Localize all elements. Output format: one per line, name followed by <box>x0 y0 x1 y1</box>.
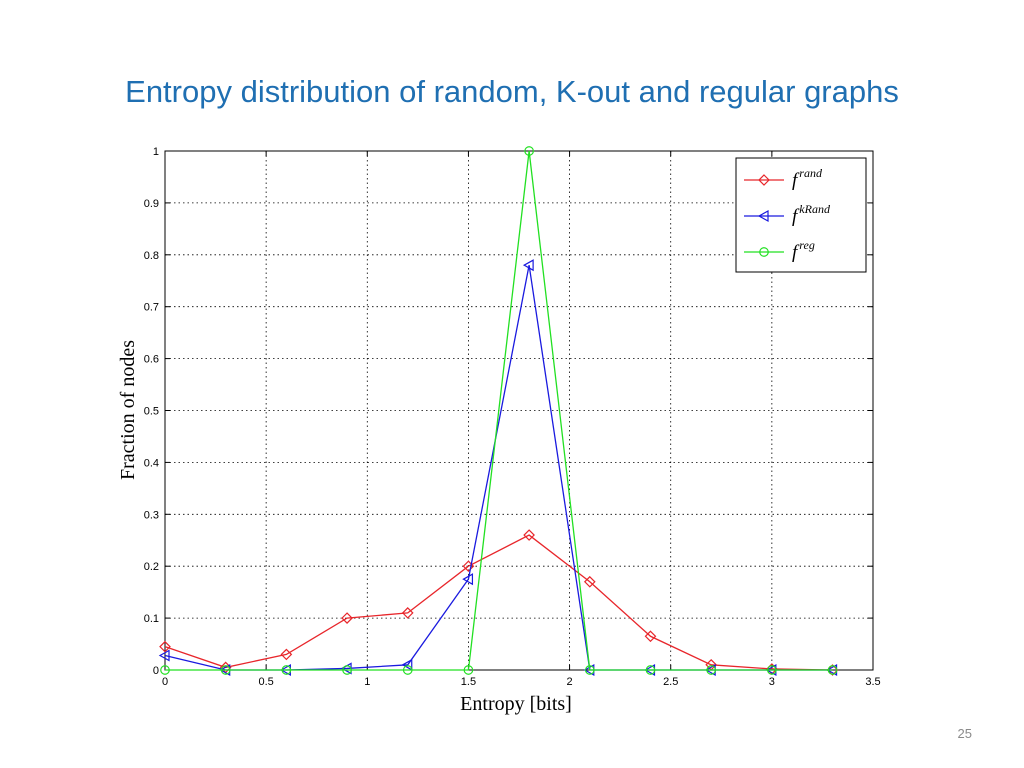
y-axis-label: Fraction of nodes <box>117 340 139 480</box>
triangle-marker <box>462 573 474 586</box>
legend-label: f reg <box>792 238 815 263</box>
legend-item-reg: f reg <box>744 238 815 263</box>
slide-title: Entropy distribution of random, K-out an… <box>125 74 899 109</box>
circle-marker <box>281 665 292 675</box>
circle-marker <box>160 665 170 675</box>
grid-lines <box>165 151 873 670</box>
circle-marker <box>402 665 413 675</box>
y-tick-label: 0.6 <box>144 354 159 366</box>
diamond-marker <box>401 607 414 619</box>
y-tick-label: 0.1 <box>144 613 159 625</box>
y-tick-label: 1 <box>153 146 159 158</box>
x-tick-label: 1 <box>364 676 370 688</box>
legend-label: f kRand <box>792 202 831 227</box>
y-tick-label: 0.5 <box>144 406 159 418</box>
circle-marker <box>220 665 231 675</box>
legend: f rand f kRand f reg <box>735 157 867 273</box>
triangle-marker <box>158 649 170 662</box>
x-tick-label: 3.5 <box>865 676 880 688</box>
circle-marker <box>463 665 474 675</box>
y-tick-label: 0.8 <box>144 250 159 262</box>
legend-item-kRand: f kRand <box>744 202 831 227</box>
legend-box <box>735 157 867 273</box>
x-tick-label: 0 <box>162 676 168 688</box>
diamond-marker <box>341 612 353 624</box>
series-group <box>158 146 839 677</box>
x-tick-label: 3 <box>769 676 775 688</box>
triangle-marker <box>757 209 769 223</box>
y-tick-label: 0.7 <box>144 302 159 314</box>
diamond-marker <box>523 529 535 541</box>
series-line <box>164 534 833 671</box>
diamond-marker <box>280 648 293 661</box>
circle-marker <box>827 665 838 675</box>
series-line <box>165 150 833 671</box>
circle-marker <box>767 665 777 675</box>
x-tick-label: 2 <box>567 676 573 688</box>
y-tick-label: 0.3 <box>144 509 159 521</box>
circle-marker <box>342 665 352 675</box>
series-reg <box>160 146 838 675</box>
y-tick-label: 0 <box>153 665 159 677</box>
diamond-marker <box>826 664 839 676</box>
legend-label: f rand <box>792 166 823 191</box>
triangle-marker <box>522 259 534 272</box>
circle-marker <box>645 665 656 675</box>
slide-number: 25 <box>957 726 972 741</box>
circle-marker <box>706 665 717 675</box>
diamond-marker <box>159 640 171 653</box>
diamond-marker <box>583 575 596 588</box>
diamond-marker <box>758 174 770 186</box>
x-tick-label: 2.5 <box>663 676 678 688</box>
x-axis-label: Entropy [bits] <box>460 693 572 715</box>
y-tick-label: 0.2 <box>144 561 159 573</box>
diamond-marker <box>644 630 657 643</box>
circle-marker <box>759 247 769 257</box>
y-tick-label: 0.4 <box>144 457 159 469</box>
circle-marker <box>584 665 595 675</box>
x-tick-label: 1.5 <box>461 676 476 688</box>
legend-item-rand: f rand <box>744 166 823 191</box>
y-tick-label: 0.9 <box>144 198 159 210</box>
triangle-marker <box>401 658 413 671</box>
x-tick-label: 0.5 <box>258 676 273 688</box>
series-rand <box>159 529 839 676</box>
circle-marker <box>524 146 534 156</box>
axis-ticks: 0 0.5 1 1.5 2 2.5 3 3.5 0 0.1 0.2 0.3 0.4 0.5 0.6 0.7 0.… <box>144 146 881 688</box>
